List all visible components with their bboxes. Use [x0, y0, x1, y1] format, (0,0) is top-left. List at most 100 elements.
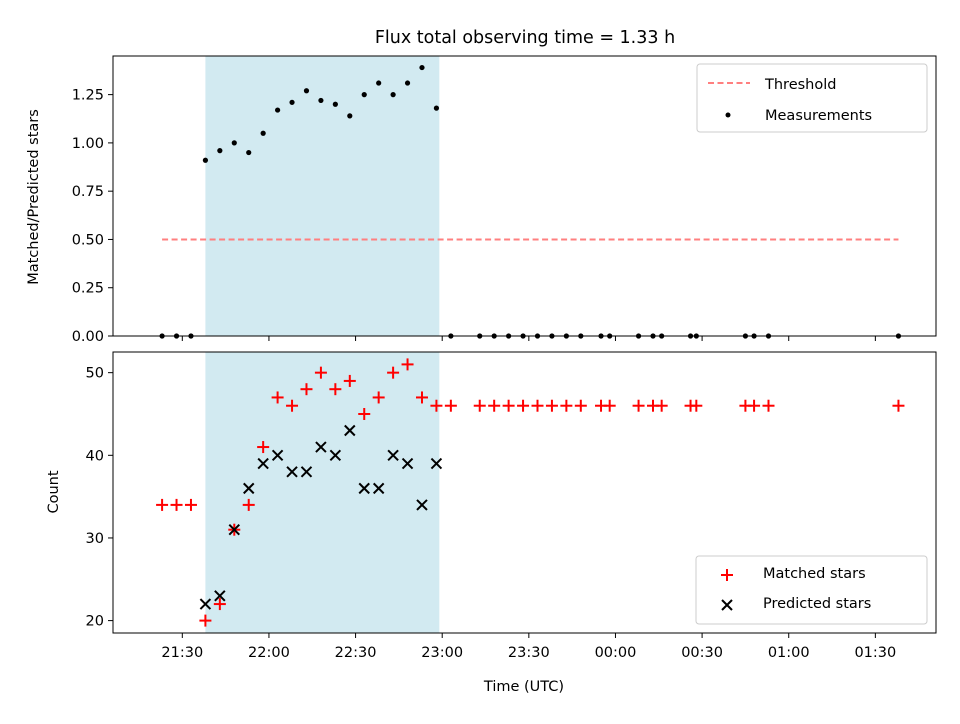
- matched-star-point: [358, 407, 371, 420]
- predicted-star-point: [243, 482, 255, 495]
- bottom-panel: 20 30 40 50 21:30 22:00 22:30 23:00 23:30 00:00 0…: [46, 351, 937, 695]
- predicted-star-point: [372, 482, 385, 495]
- matched-star-point: [690, 399, 703, 412]
- matched-star-point: [242, 498, 255, 511]
- top-legend-box: [696, 63, 928, 133]
- matched-star-point: [372, 391, 385, 404]
- matched-star-point: [531, 399, 544, 412]
- measurement-point: [433, 105, 440, 111]
- legend-predicted-label: Predicted stars: [763, 596, 871, 612]
- predicted-star-point: [401, 457, 414, 470]
- bottom-y-ticks: 20 30 40 50: [86, 366, 113, 630]
- predicted-star-point: [257, 457, 269, 470]
- matched-star-point: [170, 498, 183, 511]
- matched-star-point: [156, 498, 169, 511]
- bottom-legend-box: [695, 555, 928, 625]
- top-y-tick-label: 1.25: [72, 88, 104, 104]
- top-highlight-span: [205, 56, 440, 336]
- matched-star-point: [199, 614, 212, 627]
- matched-star-point: [343, 374, 356, 387]
- matched-star-point: [473, 399, 486, 412]
- matched-star-point: [430, 399, 443, 412]
- x-tick-label: 00:00: [595, 645, 637, 661]
- bottom-x-ticks: 21:30 22:00 22:30 23:00 23:30 00:00 00:30 01:00…: [161, 633, 896, 661]
- bottom-y-tick-label: 40: [86, 448, 104, 464]
- predicted-star-point: [228, 523, 240, 536]
- x-tick-label: 01:30: [854, 645, 896, 661]
- matched-star-point: [488, 399, 501, 412]
- top-legend: Threshold Measurements: [696, 63, 928, 133]
- matched-star-point: [517, 399, 530, 412]
- matched-star-point: [748, 399, 761, 412]
- matched-star-point: [603, 399, 616, 412]
- bottom-y-tick-label: 20: [86, 614, 104, 630]
- legend-measurements-swatch: [725, 112, 731, 118]
- predicted-star-point: [329, 449, 342, 462]
- predicted-star-point: [271, 449, 284, 462]
- measurement-point: [275, 107, 281, 113]
- measurement-point: [289, 99, 295, 105]
- predicted-star-point: [430, 457, 443, 470]
- top-y-ticks: 0.00 0.25 0.50 0.75 1.00 1.25: [72, 88, 113, 345]
- top-y-tick-label: 0.75: [72, 184, 104, 200]
- measurement-point: [202, 157, 209, 163]
- measurement-point: [246, 149, 252, 156]
- top-y-tick-label: 0.50: [72, 232, 104, 248]
- matched-star-point: [545, 399, 558, 412]
- legend-threshold-label: Threshold: [764, 77, 836, 93]
- top-y-tick-label: 1.00: [72, 136, 104, 152]
- predicted-star-point: [286, 466, 298, 478]
- predicted-stars-points: [199, 424, 443, 610]
- x-tick-label: 23:00: [421, 645, 463, 661]
- matched-stars-points: [156, 358, 905, 627]
- matched-star-point: [444, 399, 457, 412]
- predicted-star-point: [300, 466, 313, 478]
- matched-star-point: [257, 441, 270, 454]
- measurement-point: [404, 80, 411, 86]
- matched-star-point: [560, 399, 573, 412]
- top-x-ticks: [181, 336, 876, 341]
- bottom-axes-frame: [112, 351, 937, 634]
- top-y-tick-label: 0.25: [72, 281, 104, 297]
- predicted-star-point: [358, 482, 370, 495]
- matched-star-point: [213, 598, 226, 611]
- top-axes-frame: [112, 55, 937, 337]
- chart-title: Flux total observing time = 1.33 h: [375, 28, 675, 48]
- measurement-point: [260, 130, 266, 136]
- bottom-y-tick-label: 50: [86, 366, 104, 382]
- legend-measurements-label: Measurements: [765, 108, 872, 124]
- predicted-star-point: [214, 590, 226, 602]
- bottom-highlight-span: [205, 352, 440, 633]
- measurement-point: [332, 101, 338, 107]
- matched-star-point: [632, 399, 645, 412]
- predicted-star-point: [315, 441, 327, 453]
- top-y-tick-label: 0.00: [72, 329, 104, 345]
- matched-star-point: [314, 366, 327, 379]
- bottom-y-tick-label: 30: [86, 531, 104, 547]
- legend-matched-swatch: [721, 569, 733, 581]
- legend-predicted-swatch: [721, 599, 733, 611]
- measurement-point: [303, 88, 310, 94]
- predicted-star-point: [199, 598, 212, 610]
- matched-star-point: [387, 366, 400, 379]
- matched-star-point: [401, 358, 414, 371]
- predicted-star-point: [387, 449, 399, 462]
- measurement-point: [376, 80, 382, 86]
- top-panel: 0.00 0.25 0.50 0.75 1.00 1.25 Matched/Predict…: [26, 55, 937, 345]
- measurement-point: [217, 148, 223, 154]
- matched-star-point: [184, 498, 197, 511]
- x-tick-label: 23:30: [508, 645, 550, 661]
- predicted-star-point: [344, 424, 356, 437]
- top-y-axis-label: Matched/Predicted stars: [26, 109, 42, 285]
- x-tick-label: 00:30: [681, 645, 723, 661]
- matched-star-point: [574, 399, 587, 412]
- x-axis-label: Time (UTC): [483, 679, 564, 695]
- matched-star-point: [762, 399, 775, 412]
- x-tick-label: 01:00: [768, 645, 810, 661]
- measurement-point: [419, 64, 425, 71]
- measurement-point: [361, 92, 367, 98]
- measurement-point: [347, 113, 353, 119]
- x-tick-label: 21:30: [161, 645, 203, 661]
- matched-star-point: [300, 383, 313, 396]
